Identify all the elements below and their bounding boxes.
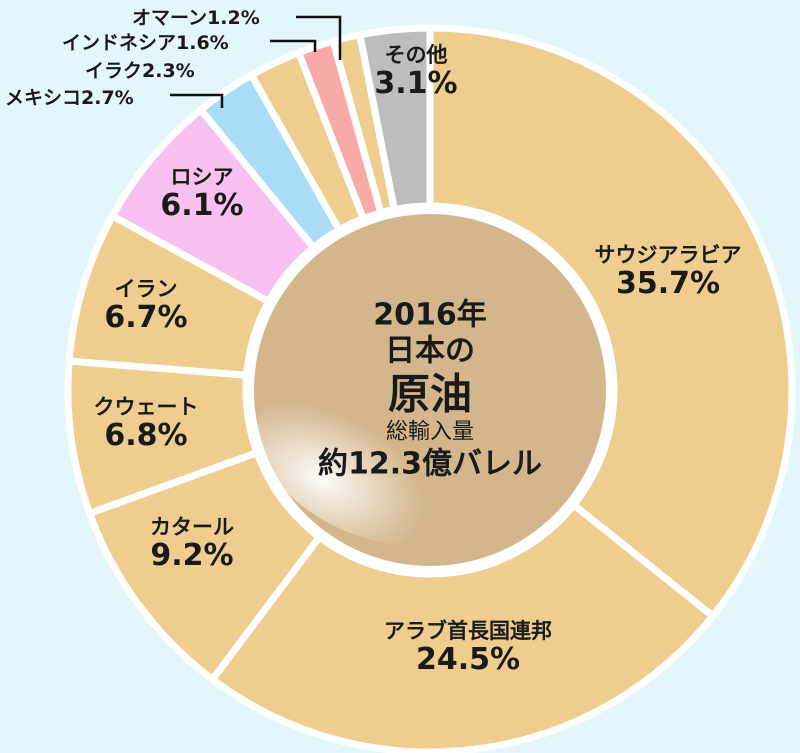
label-saudi: サウジアラビア 35.7% [594, 242, 742, 302]
center-subtitle: 総輸入量 [385, 420, 474, 445]
label-indonesia: インドネシア1.6% [62, 28, 229, 55]
leader-indonesia [270, 39, 317, 52]
leader-lines [170, 15, 342, 108]
label-name: クウェート [93, 394, 199, 419]
center-line2: 日本の [385, 333, 475, 369]
label-value: 35.7% [615, 266, 721, 302]
slice-10 [355, 24, 434, 214]
label-iran: イラン 6.7% [104, 276, 188, 336]
label-name: メキシコ [5, 87, 82, 109]
label-name: カタール [150, 514, 234, 539]
label-value: 6.7% [104, 300, 188, 336]
leader-mexico [170, 93, 224, 108]
label-value: 1.2% [207, 7, 260, 29]
center-text: 2016年 日本の 原油 総輸入量 約12.3億バレル [318, 298, 542, 483]
label-oman: オマーン1.2% [132, 3, 260, 30]
label-name: その他 [384, 42, 448, 67]
label-name: イラク [85, 60, 143, 82]
slice-1 [207, 499, 718, 753]
label-value: 2.7% [81, 87, 134, 109]
center-total: 約12.3億バレル [317, 446, 543, 482]
leader-oman [296, 15, 342, 60]
label-value: 6.1% [160, 188, 244, 224]
label-name: ロシア [170, 164, 234, 189]
label-uae: アラブ首長国連邦 24.5% [384, 618, 552, 678]
label-value: 3.1% [374, 66, 458, 102]
label-others: その他 3.1% [374, 42, 458, 102]
label-mexico: メキシコ2.7% [5, 83, 134, 110]
label-russia: ロシア 6.1% [160, 164, 244, 224]
label-value: 1.6% [176, 32, 229, 54]
label-value: 24.5% [415, 642, 521, 678]
label-name: インドネシア [62, 32, 177, 54]
label-value: 6.8% [104, 418, 188, 454]
label-name: サウジアラビア [594, 242, 742, 267]
label-value: 9.2% [150, 538, 234, 574]
label-value: 2.3% [142, 60, 195, 82]
center-highlight [256, 375, 484, 545]
center-year: 2016年 [373, 297, 487, 333]
label-name: オマーン [132, 7, 208, 29]
slice-0 [426, 24, 796, 622]
label-iraq: イラク2.3% [85, 56, 195, 83]
label-kuwait: クウェート 6.8% [93, 394, 199, 454]
label-qatar: カタール 9.2% [150, 514, 234, 574]
label-name: イラン [114, 276, 178, 301]
center-title: 原油 [387, 369, 472, 419]
label-name: アラブ首長国連邦 [384, 618, 552, 643]
